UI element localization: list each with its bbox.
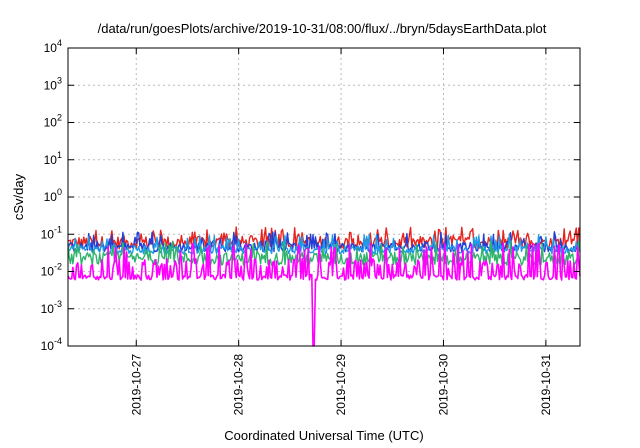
y-tick-label: 10-1 <box>41 224 62 241</box>
y-axis: 10-4 10-3 10-2 10-1 100 101 102 103 104 <box>41 38 580 353</box>
y-tick-label: 102 <box>44 113 62 130</box>
y-tick-label: 101 <box>44 150 62 167</box>
y-tick-label: 100 <box>44 187 62 204</box>
x-tick-label: 2019-10-28 <box>232 354 246 416</box>
series-line-5 <box>67 242 581 347</box>
x-tick-label: 2019-10-30 <box>436 354 450 416</box>
grid <box>68 48 580 346</box>
series-line-3 <box>67 234 581 255</box>
x-tick-label: 2019-10-31 <box>539 354 553 416</box>
y-tick-label: 10-2 <box>41 262 62 279</box>
x-axis-label: Coordinated Universal Time (UTC) <box>224 428 423 443</box>
y-axis-label: cSv/day <box>11 173 26 220</box>
y-tick-label: 10-4 <box>41 336 62 353</box>
y-tick-label: 104 <box>44 38 62 55</box>
x-tick-label: 2019-10-29 <box>334 354 348 416</box>
chart-title: /data/run/goesPlots/archive/2019-10-31/0… <box>98 21 547 36</box>
y-tick-label: 10-3 <box>41 299 62 316</box>
x-tick-label: 2019-10-27 <box>129 354 143 416</box>
y-tick-label: 103 <box>44 75 62 92</box>
plot-area <box>67 226 581 347</box>
x-axis: 2019-10-27 2019-10-28 2019-10-29 2019-10-30… <box>129 48 553 415</box>
